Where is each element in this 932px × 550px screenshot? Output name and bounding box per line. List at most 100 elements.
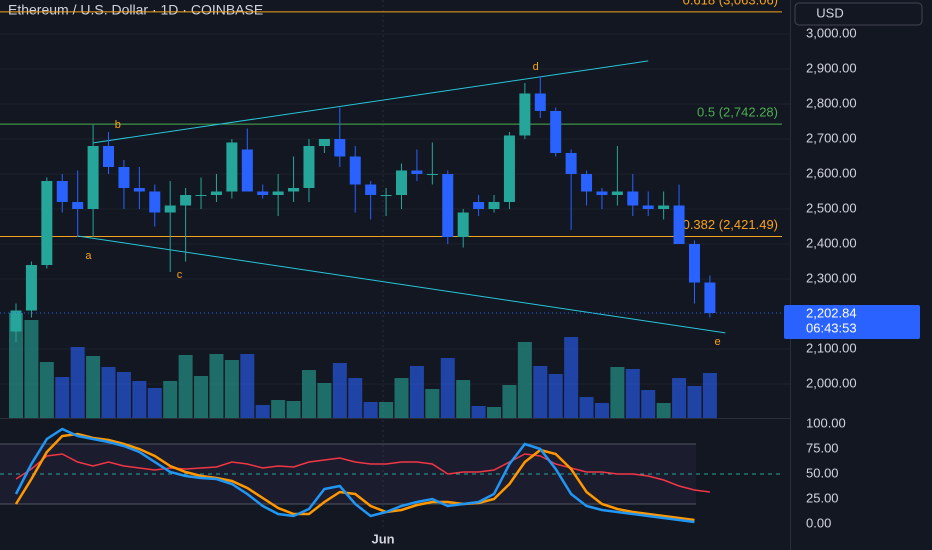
osc-line [15, 453, 710, 493]
candle-body [149, 191, 161, 213]
candle-body [118, 166, 130, 188]
volume-bar [224, 360, 239, 418]
candle-body [550, 110, 562, 153]
y-tick-label: 2,700.00 [806, 130, 857, 145]
countdown: 06:43:53 [806, 320, 857, 335]
volume-bar [116, 372, 131, 418]
candle-body [642, 205, 654, 209]
fib-label: 0.5 (2,742.28) [697, 105, 778, 120]
candle-body [41, 180, 53, 266]
candle-body [318, 138, 330, 146]
volume-bar [194, 376, 209, 418]
volume-bar [502, 385, 517, 418]
y-tick-label: 3,000.00 [806, 25, 857, 40]
fib-label: 0.382 (2,421.49) [683, 217, 778, 232]
candle-body [411, 170, 423, 174]
volume-bar [163, 381, 178, 418]
candle-body [303, 145, 315, 188]
y-tick-label: 2,600.00 [806, 165, 857, 180]
candle-body [103, 145, 115, 167]
y2-tick-label: 75.00 [806, 440, 839, 455]
wave-label: c [177, 269, 183, 281]
candle-body [581, 173, 593, 192]
candle-body [180, 194, 192, 206]
candle-body [56, 180, 68, 202]
volume-bar [548, 374, 563, 418]
candle-body [334, 138, 346, 157]
volume-bar [286, 401, 301, 418]
candle-body [457, 212, 469, 238]
candle-body [473, 201, 485, 209]
y-tick-label: 2,400.00 [806, 235, 857, 250]
wave-label: b [115, 119, 121, 131]
candle-body [257, 191, 269, 195]
candle-body [596, 191, 608, 195]
volume-bar [70, 347, 85, 418]
volume-bar [101, 367, 116, 418]
volume-bar [240, 354, 255, 418]
candle-body [396, 170, 407, 195]
volume-bar [39, 362, 54, 418]
candle-body [611, 191, 623, 195]
fib-label: 0.618 (3,063.06) [683, 0, 778, 7]
candle-body [25, 265, 37, 311]
volume-bar [564, 337, 579, 418]
volume-bar [409, 366, 424, 418]
trendline [93, 60, 649, 144]
candle-body [10, 310, 22, 332]
volume-bar [579, 397, 594, 418]
y2-tick-label: 50.00 [806, 465, 839, 480]
candle-body [133, 187, 145, 192]
x-tick-label: Jun [372, 531, 395, 546]
currency-label[interactable]: USD [816, 5, 843, 20]
volume-bar [517, 342, 532, 418]
volume-bar [440, 358, 455, 418]
volume-bar [348, 378, 363, 418]
volume-bar [24, 320, 39, 418]
volume-bar [625, 369, 640, 418]
candle-body [627, 191, 639, 206]
currency-button[interactable] [794, 2, 923, 26]
volume-bar [610, 367, 625, 418]
volume-bar [456, 380, 471, 418]
candle-body [519, 93, 531, 136]
volume-bar [394, 378, 409, 418]
volume-bar [594, 403, 609, 418]
volume-bar [471, 406, 486, 418]
volume-bar [702, 373, 717, 418]
volume-bar [641, 390, 656, 418]
candle-body [272, 191, 284, 195]
volume-bar [55, 377, 70, 418]
y2-tick-label: 0.00 [806, 515, 831, 530]
wave-label: a [85, 250, 92, 262]
candle-body [658, 205, 670, 209]
y-tick-label: 2,800.00 [806, 95, 857, 110]
y-tick-label: 2,500.00 [806, 200, 857, 215]
candle-body [365, 184, 377, 195]
volume-bar [332, 363, 347, 418]
wave-label: e [715, 336, 721, 348]
volume-bar [533, 366, 548, 418]
y-tick-label: 2,100.00 [806, 340, 857, 355]
volume-bar [487, 407, 502, 418]
candle-body [565, 152, 577, 174]
volume-bar [9, 313, 23, 418]
candle-body [426, 173, 438, 175]
volume-bar [147, 388, 162, 418]
y-tick-label: 2,900.00 [806, 60, 857, 75]
candle-body [688, 244, 700, 283]
last-price-box [784, 305, 920, 340]
candle-body [87, 145, 99, 209]
volume-bar [425, 389, 440, 418]
volume-bar [301, 370, 316, 418]
wave-label: d [533, 61, 539, 73]
y2-tick-label: 100.00 [806, 415, 846, 430]
osc-line [14, 427, 695, 524]
candle-body [226, 142, 238, 192]
volume-bar [132, 381, 147, 418]
candle-body [210, 191, 222, 195]
candle-body [488, 201, 500, 209]
volume-bar [317, 383, 332, 418]
osc-line [14, 432, 695, 522]
